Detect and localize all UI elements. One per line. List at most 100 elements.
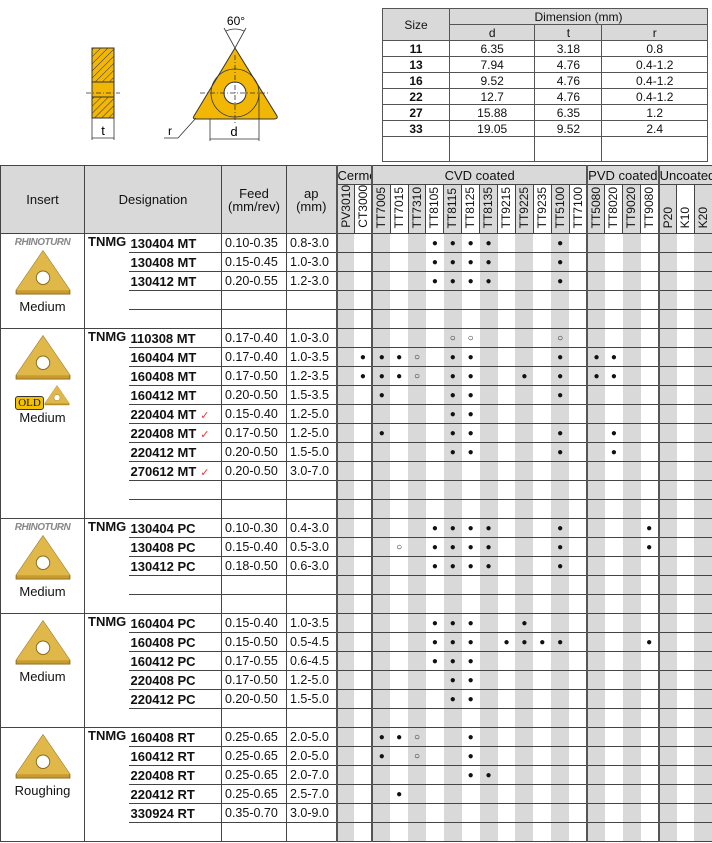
grade-cell-tt8115 — [443, 461, 462, 481]
grade-cell-tt7005 — [371, 670, 391, 690]
grade-cell-tt9020 — [622, 404, 641, 424]
grade-cell-tt9080 — [640, 461, 659, 481]
grade-cell-tt7015 — [390, 651, 409, 671]
filled-dot-icon: ● — [461, 689, 480, 709]
grade-cell-tt7100 — [569, 765, 588, 785]
grade-cell-tt7015 — [390, 271, 409, 291]
grade-cell-tt7310 — [408, 765, 426, 785]
filled-dot-icon: ● — [461, 423, 480, 443]
grade-cell-tt7310 — [408, 803, 426, 823]
grade-cell-tt7015 — [390, 518, 409, 538]
grade-cell-tt9020 — [622, 594, 641, 614]
grade-cell-tt7310 — [408, 499, 426, 519]
filled-dot-icon: ● — [479, 518, 498, 538]
grade-cell-tt5080 — [586, 575, 605, 595]
ap-value — [286, 309, 337, 329]
grade-cell-tt9020 — [622, 366, 641, 386]
grade-cell-tt8125 — [461, 499, 480, 519]
grade-cell-tt9020 — [622, 461, 641, 481]
grade-cell-k20 — [694, 689, 712, 709]
designation-code-text: 160404 MT — [130, 349, 197, 365]
grade-cell-k10 — [676, 765, 695, 785]
filled-dot-icon: ● — [497, 632, 516, 652]
grade-name: TT9235 — [534, 186, 549, 228]
grade-cell-k20 — [694, 385, 712, 405]
grade-cell-k10 — [676, 518, 695, 538]
grade-cell-tt8105 — [425, 480, 444, 500]
grade-cell-tt9235 — [533, 651, 552, 671]
grade-cell-tt8020 — [604, 252, 623, 272]
grade-cell-ct3000 — [354, 385, 373, 405]
grade-cell-tt8115 — [443, 803, 462, 823]
grade-cell-tt9215 — [497, 784, 516, 804]
grade-cell-tt7100 — [569, 803, 588, 823]
grade-name: TT8105 — [427, 186, 442, 228]
designation-code-text: 130408 MT — [130, 254, 197, 270]
grade-cell-pv3010 — [335, 537, 355, 557]
grade-cell-p20 — [657, 727, 677, 747]
d-cell: 19.05 — [448, 120, 536, 137]
table-row: 160404 MT 0.17-0.40 1.0-3.5 ● ● ● ○ ● ● ● ● ● — [1, 347, 712, 367]
grade-cell-k20 — [694, 708, 712, 728]
grade-cell-tt7015 — [390, 708, 409, 728]
grade-cell-tt9215 — [497, 689, 516, 709]
filled-dot-icon: ● — [443, 423, 462, 443]
grade-cell-tt8020 — [604, 822, 623, 842]
grade-cell-tt7015 — [390, 632, 409, 652]
grade-cell-tt9080 — [640, 765, 659, 785]
table-row: Medium TNMG 160404 PC 0.15-0.40 1.0-3.5 ● ● ● ● — [0, 613, 712, 728]
col-d: d — [448, 24, 536, 41]
grade-cell-pv3010 — [335, 290, 355, 310]
grade-cell-ct3000 — [354, 537, 373, 557]
grade-cell-pv3010 — [335, 689, 355, 709]
dimension-row: 27 15.88 6.35 1.2 — [382, 104, 708, 121]
grade-cell-tt9225 — [515, 442, 534, 462]
grade-cell-tt9225 — [515, 689, 534, 709]
grade-cell-tt9215 — [497, 290, 516, 310]
grade-cell-tt8105 — [425, 822, 444, 842]
open-circle-icon: ○ — [461, 328, 480, 348]
grade-cell-tt8105 — [425, 727, 444, 747]
check-mark-icon: ✓ — [200, 428, 210, 441]
designation-code: 220412 RT — [128, 784, 222, 804]
grade-cell-tt8135 — [479, 385, 498, 405]
grade-cell-tt8105 — [425, 442, 444, 462]
grade-header-p20: P20 — [657, 184, 678, 234]
filled-dot-icon: ● — [461, 651, 480, 671]
grade-cell-tt5100 — [551, 708, 570, 728]
designation-code: 270612 MT ✓ — [128, 461, 222, 481]
grade-header-k20: K20 — [693, 184, 712, 234]
feed-value: 0.25-0.65 — [221, 727, 287, 747]
designation-code: 110308 MT — [128, 328, 222, 348]
grade-cell-tt8105 — [425, 385, 444, 405]
filled-dot-icon: ● — [390, 366, 409, 386]
grade-cell-tt8020 — [604, 746, 623, 766]
grade-cell-p20 — [657, 347, 677, 367]
filled-dot-icon: ● — [461, 252, 480, 272]
grade-cell-tt7005 — [371, 651, 391, 671]
grade-cell-tt5080 — [586, 252, 605, 272]
size-cell: 22 — [382, 88, 450, 105]
designation-code-text: 130412 MT — [130, 273, 197, 289]
grade-cell-tt7005 — [371, 442, 391, 462]
grade-header-tt5100: TT5100 — [550, 184, 570, 234]
d-cell: 6.35 — [448, 40, 536, 57]
dimension-row: 16 9.52 4.76 0.4-1.2 — [382, 72, 708, 89]
filled-dot-icon: ● — [479, 271, 498, 291]
grade-cell-tt5080 — [586, 290, 605, 310]
grade-cell-tt7005 — [371, 499, 391, 519]
grade-cell-tt8105 — [425, 689, 444, 709]
old-badge: OLD — [15, 396, 44, 410]
filled-dot-icon: ● — [461, 632, 480, 652]
feed-value — [221, 575, 287, 595]
grade-cell-tt9235 — [533, 461, 552, 481]
filled-dot-icon: ● — [461, 537, 480, 557]
grade-cell-tt9235 — [533, 328, 552, 348]
feed-value — [221, 290, 287, 310]
grade-cell-p20 — [657, 442, 677, 462]
grade-cell-tt7100 — [569, 309, 588, 329]
grade-cell-tt8105 — [425, 803, 444, 823]
grade-cell-pv3010 — [335, 708, 355, 728]
ap-value: 1.2-3.5 — [286, 366, 337, 386]
t-cell: 6.35 — [534, 104, 603, 121]
